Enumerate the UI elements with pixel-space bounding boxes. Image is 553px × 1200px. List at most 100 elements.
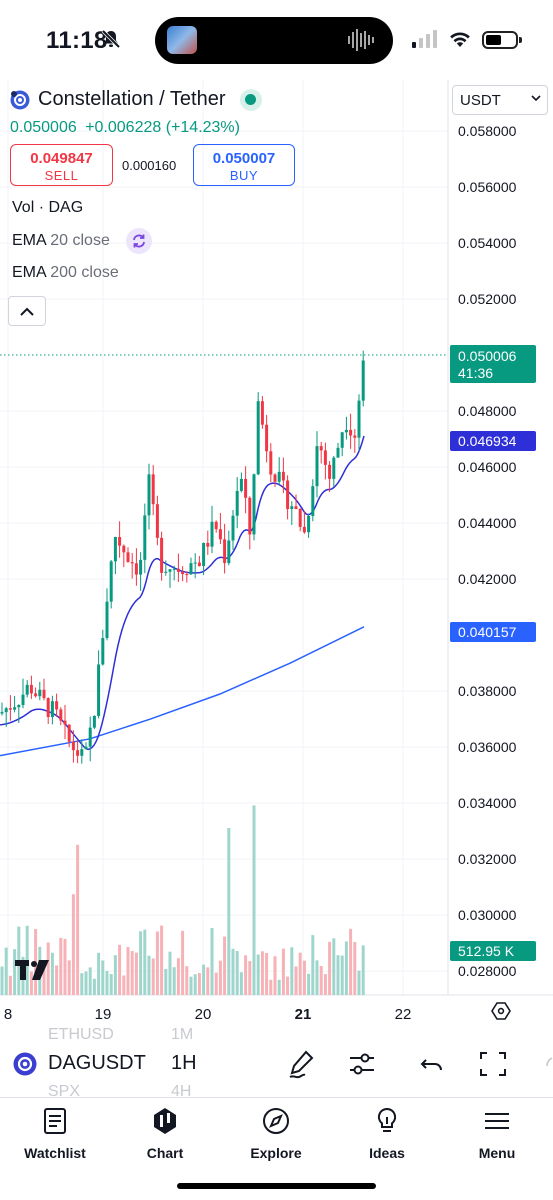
indicator-ema200[interactable]: EMA 200 close bbox=[12, 264, 119, 282]
volume-bar-76 bbox=[319, 965, 323, 995]
candle-body-21 bbox=[88, 727, 92, 747]
market-open-icon[interactable] bbox=[239, 88, 262, 111]
candle-body-52 bbox=[218, 529, 222, 540]
refresh-icon[interactable] bbox=[126, 228, 152, 254]
candle-body-72 bbox=[302, 526, 306, 533]
nav-ideas[interactable]: Ideas bbox=[342, 1106, 432, 1161]
nav-explore-label: Explore bbox=[250, 1145, 302, 1161]
undo-icon[interactable] bbox=[418, 1048, 448, 1080]
time-tick-4: 22 bbox=[395, 1006, 412, 1023]
volume-bar-70 bbox=[294, 966, 298, 995]
candle-body-75 bbox=[315, 446, 319, 487]
symbol-title[interactable]: Constellation / Tether bbox=[38, 88, 226, 110]
price-change-line: 0.050006 +0.006228 (+14.23%) bbox=[10, 119, 240, 137]
fullscreen-icon[interactable] bbox=[478, 1048, 508, 1080]
volume-bar-16 bbox=[67, 960, 71, 995]
indicators-settings-icon[interactable] bbox=[346, 1048, 378, 1080]
dag-symbol-logo-icon bbox=[13, 1052, 37, 1076]
candle-body-11 bbox=[46, 698, 50, 718]
more-tools-icon[interactable] bbox=[540, 1048, 553, 1080]
volume-bar-12 bbox=[50, 952, 54, 995]
price-chart[interactable]: 0.058000 0.056000 0.054000 0.052000 0.048000… bbox=[0, 80, 553, 1030]
volume-bar-55 bbox=[231, 948, 235, 995]
ema200-line bbox=[0, 626, 365, 757]
price-tick-12: 0.030000 bbox=[458, 907, 517, 923]
ema20-label: 0.046934 bbox=[450, 431, 536, 451]
audio-wave-icon bbox=[348, 29, 374, 51]
status-bar: 11:18 bbox=[0, 0, 553, 80]
indicator-ema20[interactable]: EMA 20 close bbox=[12, 232, 110, 250]
nav-chart[interactable]: Chart bbox=[120, 1106, 210, 1161]
indicator-volume[interactable]: Vol · DAG bbox=[12, 199, 84, 216]
sell-price: 0.049847 bbox=[30, 150, 93, 167]
sell-button[interactable]: 0.049847 SELL bbox=[10, 144, 113, 186]
ema20-value: 0.046934 bbox=[458, 433, 517, 449]
candle-body-49 bbox=[206, 542, 210, 547]
volume-bar-56 bbox=[235, 950, 239, 995]
drawing-tools-icon[interactable] bbox=[286, 1048, 318, 1080]
ema200-path bbox=[0, 626, 365, 757]
ghost-symbol-above: ETHUSD bbox=[48, 1026, 114, 1043]
candle-body-67 bbox=[281, 471, 285, 481]
hamburger-icon bbox=[485, 1113, 509, 1129]
time-tick-2: 20 bbox=[195, 1006, 212, 1023]
toolbar-symbol[interactable]: DAGUSDT bbox=[48, 1052, 146, 1074]
volume-bar-11 bbox=[46, 942, 50, 995]
volume-bar-7 bbox=[29, 971, 33, 995]
volume-bar-58 bbox=[244, 955, 248, 995]
currency-select[interactable]: USDT bbox=[452, 85, 548, 115]
candle-body-54 bbox=[227, 540, 231, 564]
volume-bar-13 bbox=[55, 965, 59, 995]
chevron-down-icon bbox=[531, 95, 541, 102]
candle-body-18 bbox=[76, 750, 80, 756]
candle-body-70 bbox=[294, 506, 298, 509]
candle-body-39 bbox=[164, 571, 168, 573]
candle-body-76 bbox=[319, 446, 323, 451]
volume-bar-74 bbox=[311, 935, 315, 995]
volume-bar-73 bbox=[307, 973, 311, 995]
candle-body-23 bbox=[97, 664, 101, 716]
price-tick-9: 0.036000 bbox=[458, 739, 517, 755]
price-scale: 0.058000 0.056000 0.054000 0.052000 0.048000… bbox=[458, 123, 517, 979]
symbol-header[interactable]: Constellation / Tether bbox=[10, 88, 262, 111]
price-change-pct: (+14.23%) bbox=[165, 119, 240, 136]
lightbulb-icon bbox=[377, 1107, 397, 1132]
candle-body-35 bbox=[147, 474, 151, 516]
nav-menu[interactable]: Menu bbox=[452, 1106, 542, 1161]
candle-body-47 bbox=[197, 562, 201, 567]
candle-body-58 bbox=[244, 478, 248, 498]
volume-bar-65 bbox=[273, 956, 277, 995]
price-change: +0.006228 bbox=[85, 119, 162, 136]
candle-body-61 bbox=[256, 401, 260, 475]
volume-bar-54 bbox=[227, 827, 231, 995]
candle-body-68 bbox=[286, 480, 290, 510]
nav-watchlist[interactable]: Watchlist bbox=[10, 1106, 100, 1161]
candle-body-5 bbox=[21, 694, 25, 706]
candle-body-10 bbox=[42, 689, 46, 699]
nav-explore[interactable]: Explore bbox=[231, 1106, 321, 1161]
candle-body-60 bbox=[252, 474, 256, 535]
volume-bar-71 bbox=[298, 952, 302, 995]
candle-body-48 bbox=[202, 542, 206, 567]
volume-bar-62 bbox=[260, 951, 264, 995]
home-indicator bbox=[177, 1183, 376, 1189]
ghost-symbol-below: SPX bbox=[48, 1083, 81, 1100]
candle-body-86 bbox=[361, 360, 365, 401]
price-tick-13: 0.028000 bbox=[458, 963, 517, 979]
volume-bar-24 bbox=[101, 960, 105, 995]
toolbar-interval[interactable]: 1H bbox=[171, 1052, 197, 1074]
volume-bars bbox=[0, 805, 365, 995]
candle-body-74 bbox=[311, 486, 315, 516]
collapse-legend-button[interactable] bbox=[8, 296, 46, 326]
volume-value: 512.95 K bbox=[458, 943, 515, 959]
volume-bar-80 bbox=[336, 955, 340, 995]
last-price: 0.050006 bbox=[10, 119, 77, 136]
candle-body-14 bbox=[59, 709, 63, 721]
buy-button[interactable]: 0.050007 BUY bbox=[193, 144, 295, 186]
chart-settings-icon[interactable] bbox=[491, 1002, 511, 1020]
volume-bar-25 bbox=[105, 970, 109, 995]
volume-bar-51 bbox=[214, 972, 218, 995]
tradingview-logo-icon[interactable] bbox=[15, 960, 49, 980]
candle-body-84 bbox=[353, 435, 357, 438]
watchlist-icon bbox=[44, 1108, 66, 1134]
